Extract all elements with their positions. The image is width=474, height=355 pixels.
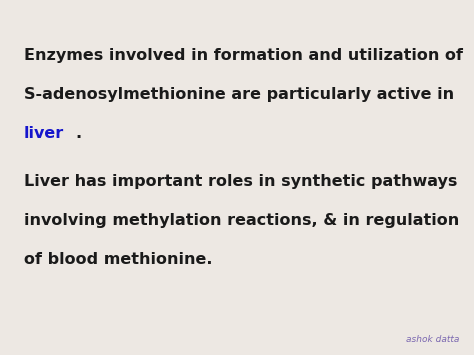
Text: S-adenosylmethionine are particularly active in: S-adenosylmethionine are particularly ac… bbox=[24, 87, 454, 102]
Text: Enzymes involved in formation and utilization of: Enzymes involved in formation and utiliz… bbox=[24, 48, 463, 62]
Text: ashok datta: ashok datta bbox=[406, 335, 460, 344]
Text: Liver has important roles in synthetic pathways: Liver has important roles in synthetic p… bbox=[24, 174, 457, 189]
Text: liver: liver bbox=[24, 126, 64, 141]
Text: of blood methionine.: of blood methionine. bbox=[24, 252, 212, 267]
Text: involving methylation reactions, & in regulation: involving methylation reactions, & in re… bbox=[24, 213, 459, 228]
Text: .: . bbox=[76, 126, 82, 141]
